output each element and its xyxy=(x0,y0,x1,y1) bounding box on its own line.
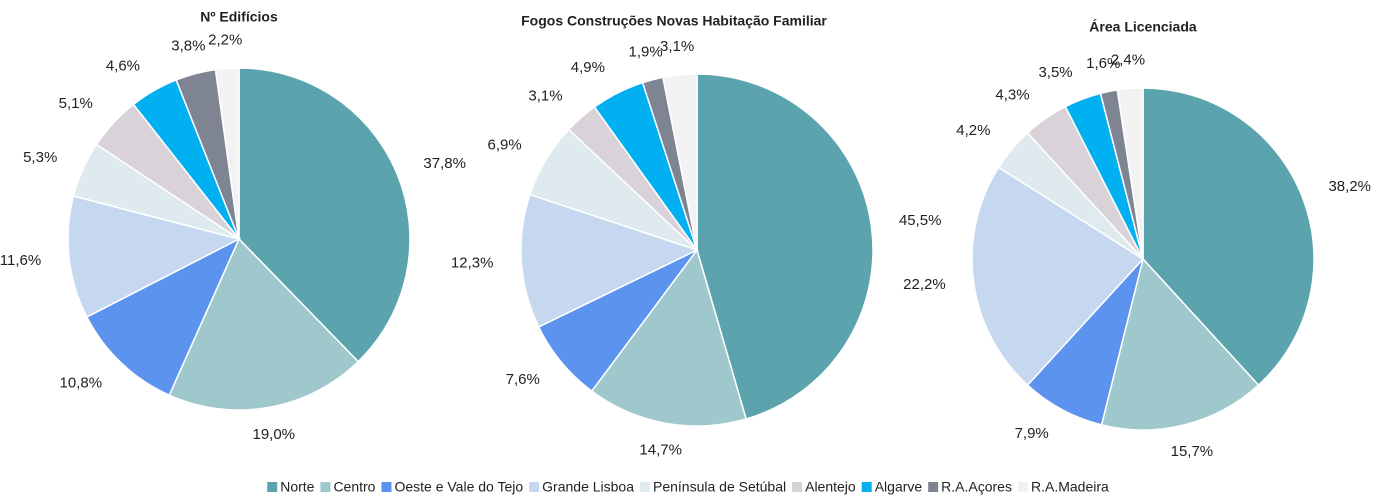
legend-swatch xyxy=(640,482,650,492)
chart-title: Área Licenciada xyxy=(1089,19,1197,35)
data-label: 4,6% xyxy=(106,57,140,74)
pie-slice xyxy=(85,237,241,397)
chart-title: Fogos Construções Novas Habitação Famili… xyxy=(521,13,827,29)
data-label: 10,8% xyxy=(60,374,103,391)
legend-label: Península de Setúbal xyxy=(653,479,786,495)
data-label: 45,5% xyxy=(899,212,942,229)
data-label: 2,2% xyxy=(208,31,242,48)
data-label: 3,8% xyxy=(171,38,205,55)
data-label: 4,3% xyxy=(995,86,1029,103)
data-label: 12,3% xyxy=(451,254,494,271)
legend-swatch xyxy=(320,482,331,492)
data-label: 2,4% xyxy=(1111,52,1145,69)
data-label: 3,5% xyxy=(1038,64,1072,81)
legend-label: Norte xyxy=(280,479,314,495)
pie-slice xyxy=(1100,257,1260,431)
data-label: 5,3% xyxy=(23,149,57,166)
pie-slice xyxy=(168,237,360,411)
data-label: 5,1% xyxy=(59,95,93,112)
data-label: 14,7% xyxy=(639,442,682,459)
data-label: 1,6% xyxy=(1086,55,1120,72)
data-label: 3,1% xyxy=(528,88,562,105)
pie-slice xyxy=(238,67,411,363)
data-label: 7,6% xyxy=(506,371,540,388)
pie-slice xyxy=(1116,87,1144,260)
legend-swatch xyxy=(267,482,278,492)
data-label: 3,1% xyxy=(660,38,694,55)
pie-slice xyxy=(971,166,1145,387)
data-label: 7,9% xyxy=(1015,425,1049,442)
pie-slice xyxy=(1142,87,1315,387)
legend-swatch xyxy=(792,482,803,492)
legend-swatch xyxy=(381,482,392,492)
data-label: 4,9% xyxy=(571,59,605,76)
data-label: 19,0% xyxy=(252,426,295,443)
data-label: 38,2% xyxy=(1328,178,1371,195)
data-label: 15,7% xyxy=(1171,443,1214,460)
pie-slice xyxy=(590,248,748,427)
data-label: 6,9% xyxy=(488,137,522,154)
data-label: 22,2% xyxy=(903,276,946,293)
legend: Norte Centro Oeste e Vale do Tejo Grande Li… xyxy=(267,479,1109,495)
data-label: 1,9% xyxy=(629,44,663,61)
legend-swatch xyxy=(861,482,872,492)
data-label: 4,2% xyxy=(956,122,990,139)
legend-label: Oeste e Vale do Tejo xyxy=(394,479,523,495)
pie-slice xyxy=(520,193,699,328)
legend-swatch xyxy=(529,482,540,492)
data-label: 11,6% xyxy=(0,252,41,269)
pie-slice xyxy=(214,67,240,240)
legend-swatch xyxy=(1017,482,1028,492)
legend-swatch xyxy=(928,482,939,492)
legend-label: Grande Lisboa xyxy=(542,479,634,495)
legend-label: R.A.Açores xyxy=(941,479,1012,495)
pie-slice xyxy=(67,195,242,318)
legend-label: Centro xyxy=(333,479,375,495)
data-label: 37,8% xyxy=(423,155,466,172)
legend-label: Alentejo xyxy=(805,479,856,495)
legend-label: Algarve xyxy=(875,479,923,495)
chart-title: Nº Edifícios xyxy=(200,9,278,25)
legend-label: R.A.Madeira xyxy=(1031,479,1109,495)
pie-slice xyxy=(696,73,874,420)
pie-slice xyxy=(662,73,698,251)
